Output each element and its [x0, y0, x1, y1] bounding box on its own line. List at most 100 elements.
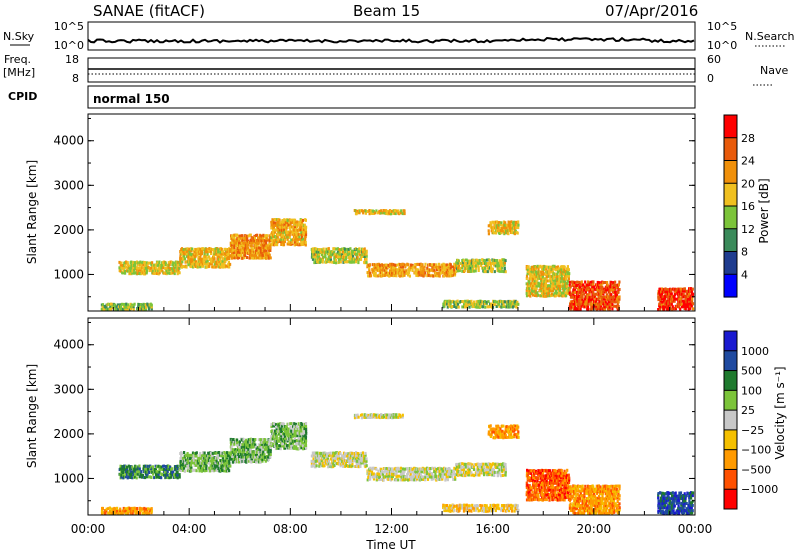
data-cell	[150, 476, 152, 479]
data-cell	[424, 266, 426, 269]
data-cell	[451, 305, 453, 308]
data-cell	[268, 257, 270, 260]
data-cell	[269, 247, 271, 250]
data-cell	[269, 456, 271, 459]
data-cell	[463, 259, 465, 262]
data-cell	[126, 466, 128, 469]
data-cell	[554, 282, 556, 285]
data-cell	[347, 260, 349, 263]
data-cell	[364, 247, 366, 250]
data-cell	[270, 256, 272, 259]
data-cell	[414, 263, 416, 266]
data-cell	[517, 303, 519, 306]
data-cell	[477, 262, 479, 265]
data-cell	[144, 261, 146, 264]
data-cell	[120, 474, 122, 477]
nsky-panel: N.Sky 10^5 10^0 10^5 10^0 N.Search	[3, 20, 795, 52]
data-cell	[494, 303, 496, 306]
data-cell	[587, 306, 589, 309]
data-cell	[305, 226, 307, 229]
data-cell	[559, 285, 561, 288]
data-cell	[305, 435, 307, 438]
data-cell	[396, 272, 398, 275]
data-cell	[325, 251, 327, 254]
nsearch-tick-top: 10^5	[707, 20, 737, 33]
data-cell	[246, 451, 248, 454]
cpid-label: CPID	[8, 90, 37, 103]
data-cell	[404, 212, 406, 215]
data-cell	[147, 262, 149, 265]
data-cell	[305, 439, 307, 442]
data-cell	[264, 438, 266, 441]
data-cell	[459, 262, 461, 265]
data-cell	[240, 254, 242, 257]
data-cell	[127, 261, 129, 264]
data-cell	[421, 269, 423, 272]
data-cell	[486, 267, 488, 270]
nave-tick-bottom: 0	[707, 72, 714, 85]
beam-title: Beam 15	[353, 2, 420, 20]
nsearch-tick-bottom: 10^0	[707, 39, 737, 52]
data-cell	[675, 298, 677, 301]
colorbar-tick-label: 28	[741, 132, 755, 145]
nsky-tick-bottom: 10^0	[54, 39, 84, 52]
data-cell	[692, 307, 694, 310]
data-cell	[398, 468, 400, 471]
station-title: SANAE (fitACF)	[93, 2, 205, 20]
data-cell	[315, 248, 317, 251]
data-cell	[137, 473, 139, 476]
data-cell	[515, 306, 517, 309]
data-cell	[432, 266, 434, 269]
freq-unit: [MHz]	[3, 66, 35, 79]
data-cell	[153, 476, 155, 479]
data-cell	[313, 261, 315, 264]
data-cell	[318, 455, 320, 458]
colorbar-tick-label: 24	[741, 155, 755, 168]
data-cell	[151, 261, 153, 264]
data-cell	[118, 261, 120, 264]
data-cell	[431, 467, 433, 470]
data-cell	[138, 465, 140, 468]
data-cell	[406, 467, 408, 470]
colorbar-swatch	[724, 274, 737, 297]
data-cell	[316, 464, 318, 467]
data-cell	[459, 267, 461, 270]
data-cell	[424, 271, 426, 274]
data-cell	[266, 234, 268, 237]
data-cell	[362, 210, 364, 213]
data-cell	[233, 237, 235, 240]
data-cell	[156, 470, 158, 473]
nsky-tick-top: 10^5	[54, 20, 84, 33]
data-cell	[395, 212, 397, 215]
data-cell	[370, 274, 372, 277]
data-cell	[568, 278, 570, 281]
data-cell	[276, 243, 278, 246]
data-cell	[395, 274, 397, 277]
data-cell	[139, 467, 141, 470]
data-cell	[223, 451, 225, 454]
data-cell	[250, 461, 252, 464]
data-cell	[366, 250, 368, 253]
colorbar-swatch	[724, 183, 737, 206]
data-cell	[433, 263, 435, 266]
data-cell	[407, 263, 409, 266]
data-cell	[245, 439, 247, 442]
data-cell	[592, 291, 594, 294]
data-cell	[158, 261, 160, 264]
data-cell	[400, 467, 402, 470]
data-cell	[208, 255, 210, 258]
nave-label: Nave	[760, 64, 788, 77]
date-title: 07/Apr/2016	[605, 2, 698, 20]
data-cell	[397, 478, 399, 481]
cpid-value: normal 150	[93, 92, 170, 106]
data-cell	[618, 301, 620, 304]
data-cell	[251, 244, 253, 247]
data-cell	[457, 300, 459, 303]
data-cell	[450, 265, 452, 268]
data-cell	[496, 220, 498, 223]
data-cell	[177, 471, 179, 474]
data-cell	[595, 293, 597, 296]
